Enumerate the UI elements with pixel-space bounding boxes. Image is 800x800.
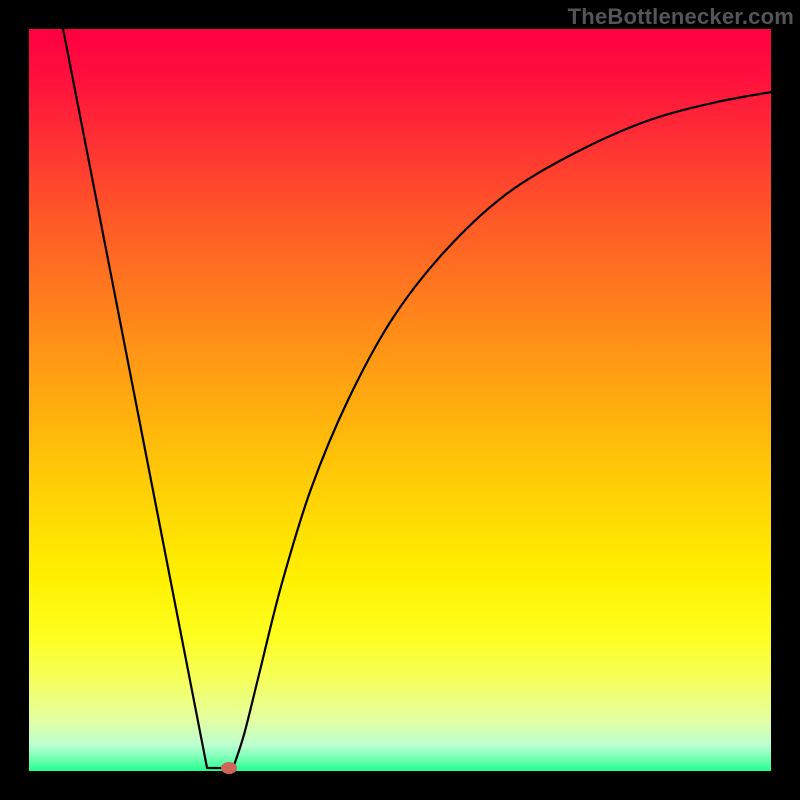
chart-frame: TheBottlenecker.com — [0, 0, 800, 800]
watermark-text: TheBottlenecker.com — [568, 4, 794, 30]
plot-area — [29, 29, 771, 771]
optimal-point-marker — [221, 762, 237, 774]
bottleneck-curve — [29, 29, 771, 771]
